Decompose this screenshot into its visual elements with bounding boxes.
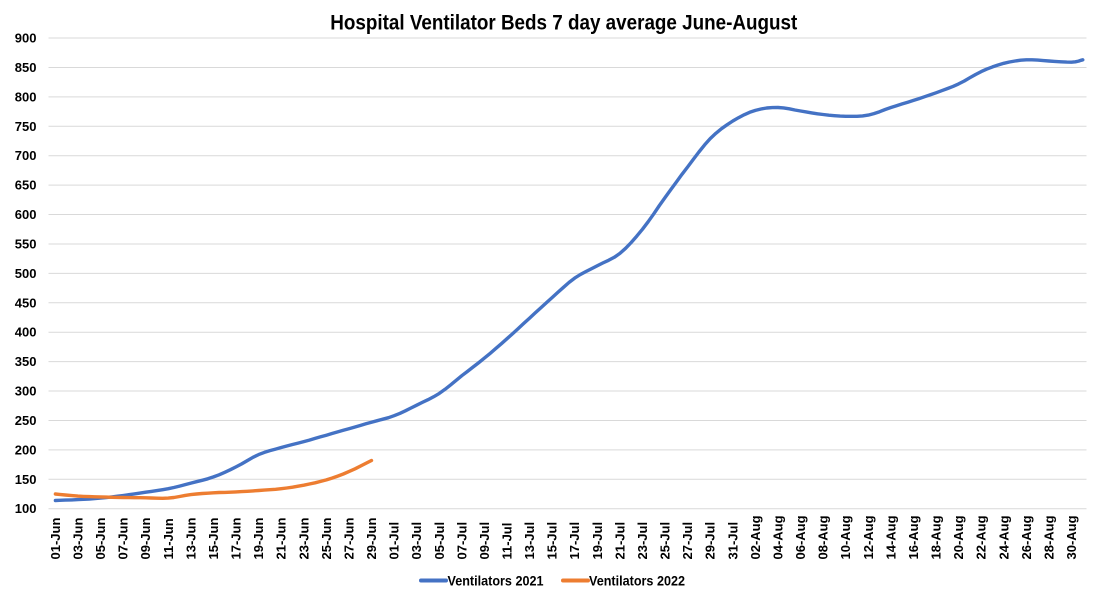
svg-text:12-Aug: 12-Aug [861,515,876,559]
svg-text:15-Jun: 15-Jun [206,518,221,560]
svg-text:550: 550 [15,237,37,252]
svg-text:23-Jul: 23-Jul [635,522,650,560]
svg-text:200: 200 [15,442,37,457]
svg-text:14-Aug: 14-Aug [883,515,898,559]
svg-text:02-Aug: 02-Aug [748,515,763,559]
svg-text:Ventilators 2021: Ventilators 2021 [448,573,544,589]
svg-text:16-Aug: 16-Aug [906,515,921,559]
svg-text:Ventilators 2022: Ventilators 2022 [589,573,685,589]
svg-text:13-Jun: 13-Jun [183,518,198,560]
svg-text:31-Jul: 31-Jul [725,522,740,560]
svg-text:26-Aug: 26-Aug [1019,515,1034,559]
svg-text:27-Jul: 27-Jul [680,522,695,560]
svg-text:Hospital Ventilator Beds 7 day: Hospital Ventilator Beds 7 day average J… [330,12,797,35]
svg-text:19-Jul: 19-Jul [590,522,605,560]
svg-text:01-Jun: 01-Jun [48,518,63,560]
svg-text:17-Jul: 17-Jul [567,522,582,560]
svg-text:350: 350 [15,354,37,369]
svg-text:15-Jul: 15-Jul [545,522,560,560]
svg-text:25-Jun: 25-Jun [319,518,334,560]
svg-text:100: 100 [15,501,37,516]
svg-text:18-Aug: 18-Aug [929,515,944,559]
svg-text:450: 450 [15,295,37,310]
svg-text:10-Aug: 10-Aug [838,515,853,559]
svg-text:500: 500 [15,266,37,281]
svg-text:08-Aug: 08-Aug [816,515,831,559]
svg-text:17-Jun: 17-Jun [229,518,244,560]
svg-text:300: 300 [15,384,37,399]
svg-text:25-Jul: 25-Jul [658,522,673,560]
svg-text:800: 800 [15,89,37,104]
svg-text:05-Jun: 05-Jun [93,518,108,560]
svg-text:07-Jul: 07-Jul [454,522,469,560]
svg-text:01-Jul: 01-Jul [387,522,402,560]
svg-text:05-Jul: 05-Jul [432,522,447,560]
svg-text:19-Jun: 19-Jun [251,518,266,560]
svg-text:150: 150 [15,472,37,487]
svg-text:13-Jul: 13-Jul [522,522,537,560]
svg-text:03-Jun: 03-Jun [71,518,86,560]
svg-text:29-Jul: 29-Jul [703,522,718,560]
svg-text:850: 850 [15,60,37,75]
svg-text:07-Jun: 07-Jun [116,518,131,560]
svg-text:250: 250 [15,413,37,428]
svg-text:29-Jun: 29-Jun [364,518,379,560]
svg-text:04-Aug: 04-Aug [771,515,786,559]
svg-text:700: 700 [15,148,37,163]
svg-text:750: 750 [15,119,37,134]
svg-text:900: 900 [15,31,37,46]
svg-text:30-Aug: 30-Aug [1064,515,1079,559]
svg-text:600: 600 [15,207,37,222]
svg-text:21-Jun: 21-Jun [274,518,289,560]
svg-text:11-Jul: 11-Jul [500,523,515,560]
svg-text:28-Aug: 28-Aug [1041,515,1056,559]
svg-text:21-Jul: 21-Jul [612,522,627,560]
svg-text:09-Jun: 09-Jun [138,518,153,560]
svg-text:09-Jul: 09-Jul [477,522,492,560]
svg-text:06-Aug: 06-Aug [793,515,808,559]
svg-text:23-Jun: 23-Jun [296,518,311,560]
svg-text:400: 400 [15,325,37,340]
svg-text:650: 650 [15,178,37,193]
svg-text:11-Jun: 11-Jun [161,518,176,559]
svg-text:03-Jul: 03-Jul [409,522,424,560]
svg-text:24-Aug: 24-Aug [996,515,1011,559]
svg-text:27-Jun: 27-Jun [341,518,356,560]
svg-text:20-Aug: 20-Aug [951,515,966,559]
svg-text:22-Aug: 22-Aug [974,515,989,559]
